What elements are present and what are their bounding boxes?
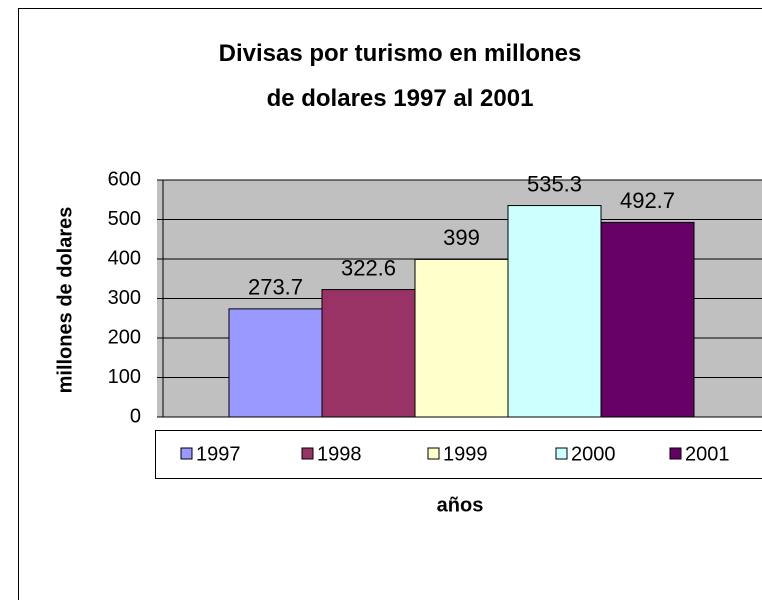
- legend-label: 1998: [317, 443, 362, 465]
- x-axis-label: años: [437, 494, 484, 516]
- bar: [228, 308, 323, 418]
- legend-swatch: [427, 447, 440, 460]
- data-label: 273.7: [248, 275, 303, 300]
- y-tick-label: 300: [108, 287, 141, 309]
- legend-swatch: [180, 447, 193, 460]
- y-tick-label: 400: [108, 247, 141, 269]
- legend-swatch: [669, 447, 682, 460]
- data-label: 322.6: [341, 255, 396, 280]
- data-label: 535.3: [527, 171, 582, 196]
- legend-label: 2001: [685, 443, 730, 465]
- legend-swatch: [301, 447, 314, 460]
- bar: [414, 258, 509, 418]
- bar: [600, 221, 695, 418]
- bar: [507, 205, 602, 418]
- y-tick-label: 500: [108, 208, 141, 230]
- legend-label: 1999: [443, 443, 488, 465]
- chart-title: Divisas por turismo en millones de dolare…: [219, 40, 582, 112]
- legend-label: 2000: [571, 443, 616, 465]
- legend-label: 1997: [196, 443, 241, 465]
- legend-box: [155, 430, 762, 479]
- y-axis-label: millones de dolares: [54, 207, 76, 394]
- data-label: 492.7: [620, 188, 675, 213]
- y-tick-label: 100: [108, 366, 141, 388]
- y-tick-label: 200: [108, 326, 141, 348]
- data-label: 399: [443, 225, 480, 250]
- bar: [321, 289, 416, 418]
- legend-swatch: [555, 447, 568, 460]
- y-tick-label: 0: [130, 405, 141, 427]
- y-tick-label: 600: [108, 168, 141, 190]
